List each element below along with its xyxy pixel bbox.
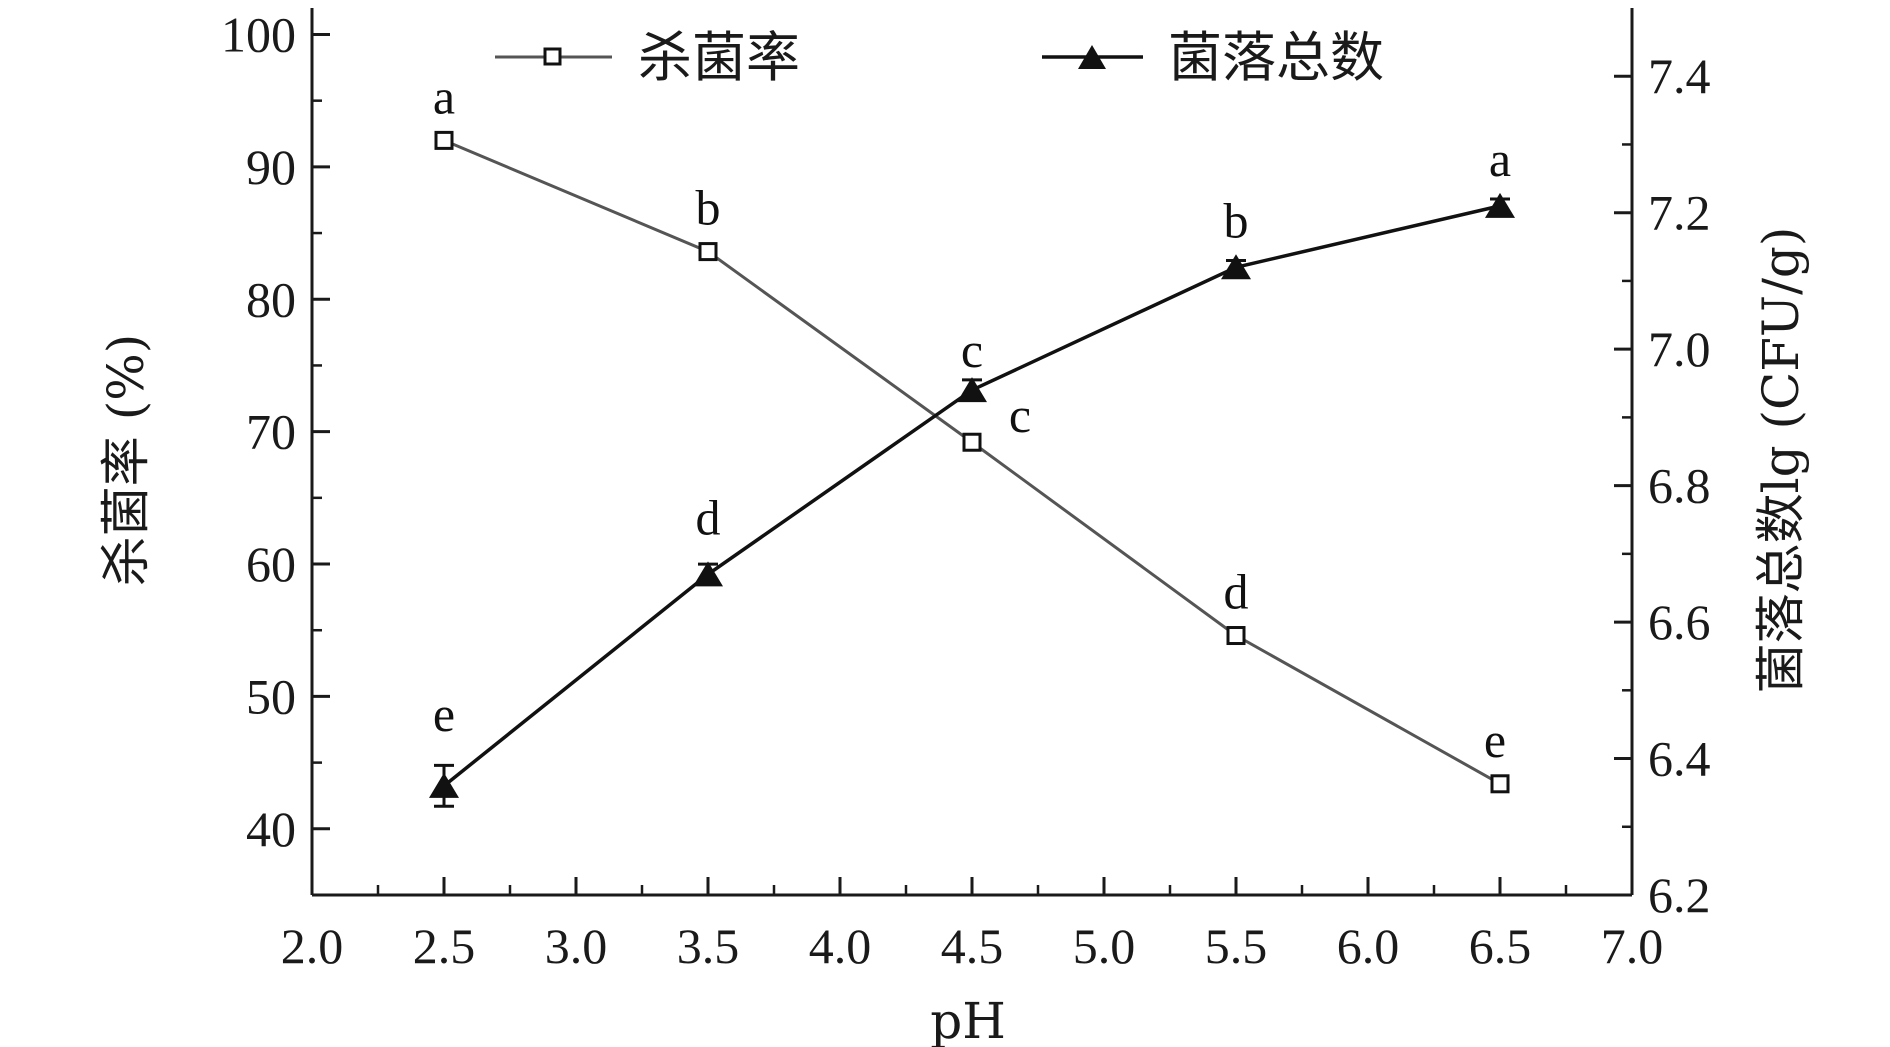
kill-rate-point bbox=[434, 130, 454, 150]
y-right-tick-label: 7.4 bbox=[1648, 48, 1711, 104]
kill-rate-sig-label: a bbox=[433, 68, 455, 124]
legend: 杀菌率 菌落总数 bbox=[495, 26, 1384, 89]
x-tick-label: 4.0 bbox=[809, 918, 872, 974]
legend-label-colony-count: 菌落总数 bbox=[1168, 26, 1384, 89]
kill-rate-sig-label: e bbox=[1484, 712, 1506, 768]
y-left-tick-label: 100 bbox=[221, 6, 296, 62]
y-right-tick-label: 7.2 bbox=[1648, 185, 1711, 241]
x-tick-label: 2.0 bbox=[281, 918, 344, 974]
y-left-tick-label: 90 bbox=[246, 139, 296, 195]
colony-count-sig-label: c bbox=[961, 322, 983, 378]
y-left-tick-label: 50 bbox=[246, 668, 296, 724]
kill-rate-sig-label: c bbox=[1009, 387, 1031, 443]
x-tick-label: 3.5 bbox=[677, 918, 740, 974]
axes: 2.0 2.5 3.0 3.5 4.0 4.5 5.0 5.5 6.0 6.5 7.0 40 50 60 7… bbox=[221, 6, 1711, 974]
x-tick-label: 4.5 bbox=[941, 918, 1004, 974]
x-tick-label: 6.5 bbox=[1469, 918, 1532, 974]
kill-rate-point bbox=[1490, 774, 1510, 794]
kill-rate-line bbox=[443, 139, 1501, 786]
colony-count-point bbox=[957, 377, 987, 403]
kill-rate-point bbox=[698, 242, 718, 262]
kill-rate-point bbox=[962, 432, 982, 452]
y-right-tick-label: 6.2 bbox=[1648, 867, 1711, 923]
y-left-tick-label: 80 bbox=[246, 271, 296, 327]
colony-count-sig-label: b bbox=[1224, 192, 1249, 248]
legend-marker-colony-count bbox=[1078, 45, 1106, 69]
series-layer: a b c d e e d c b a bbox=[429, 68, 1515, 808]
colony-count-line bbox=[442, 204, 1501, 788]
y-axis-right-title: 菌落总数lg (CFU/g) bbox=[1752, 227, 1810, 694]
y-left-tick-label: 40 bbox=[246, 801, 296, 857]
kill-rate-sig-label: b bbox=[696, 180, 721, 236]
y-axis-left-title: 杀菌率 (%) bbox=[97, 334, 155, 586]
x-tick-label: 5.0 bbox=[1073, 918, 1136, 974]
y-left-tick-label: 60 bbox=[246, 536, 296, 592]
x-tick-label: 7.0 bbox=[1601, 918, 1664, 974]
colony-count-point bbox=[1221, 254, 1251, 280]
x-tick-label: 6.0 bbox=[1337, 918, 1400, 974]
legend-marker-kill-rate bbox=[543, 47, 562, 66]
y-left-tick-label: 70 bbox=[246, 404, 296, 460]
colony-count-point bbox=[693, 561, 723, 587]
colony-count-point bbox=[1485, 192, 1515, 218]
colony-count-sig-label: e bbox=[433, 686, 455, 742]
x-axis-title: pH bbox=[930, 992, 1006, 1047]
y-right-tick-label: 7.0 bbox=[1648, 321, 1711, 377]
x-tick-label: 5.5 bbox=[1205, 918, 1268, 974]
x-tick-label: 3.0 bbox=[545, 918, 608, 974]
colony-count-point bbox=[429, 772, 459, 798]
kill-rate-point bbox=[1226, 626, 1246, 646]
colony-count-sig-label: a bbox=[1489, 131, 1511, 187]
kill-rate-sig-label: d bbox=[1224, 564, 1249, 620]
colony-count-sig-label: d bbox=[696, 489, 721, 545]
y-right-tick-label: 6.4 bbox=[1648, 731, 1711, 787]
y-right-tick-label: 6.6 bbox=[1648, 594, 1711, 650]
x-tick-label: 2.5 bbox=[413, 918, 476, 974]
y-right-tick-label: 6.8 bbox=[1648, 458, 1711, 514]
legend-label-kill-rate: 杀菌率 bbox=[638, 26, 800, 89]
